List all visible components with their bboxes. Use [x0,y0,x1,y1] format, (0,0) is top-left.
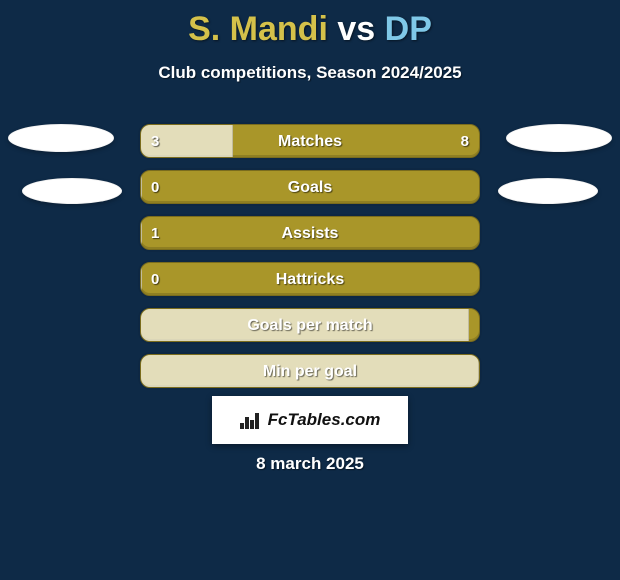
stat-rows: 38Matches 0Goals 1Assists 0Hattricks Goals p… [0,118,620,394]
stat-bar: 38Matches [140,124,480,158]
subtitle: Club competitions, Season 2024/2025 [0,63,620,83]
stat-bar: 1Assists [140,216,480,250]
stat-row: 0Goals [0,164,620,210]
chart-icon [240,411,262,429]
stat-label: Hattricks [141,263,479,296]
vs-text: vs [337,10,375,48]
date-text: 8 march 2025 [0,454,620,474]
stat-row: Goals per match [0,302,620,348]
stat-label: Matches [141,125,479,158]
stat-bar: 0Hattricks [140,262,480,296]
source-logo: FcTables.com [212,396,408,444]
player2-name: DP [385,10,432,48]
stat-bar: Goals per match [140,308,480,342]
stat-label: Goals [141,171,479,204]
logo-text: FcTables.com [268,410,381,430]
stat-row: Min per goal [0,348,620,394]
stat-row: 38Matches [0,118,620,164]
stat-bar: Min per goal [140,354,480,388]
stat-bar: 0Goals [140,170,480,204]
stat-label: Assists [141,217,479,250]
stat-label: Goals per match [141,309,479,342]
page-title: S. Mandi vs DP [0,10,620,49]
stat-label: Min per goal [141,355,479,388]
stat-row: 0Hattricks [0,256,620,302]
player1-name: S. Mandi [188,10,328,48]
stat-row: 1Assists [0,210,620,256]
comparison-card: S. Mandi vs DP Club competitions, Season… [0,0,620,580]
